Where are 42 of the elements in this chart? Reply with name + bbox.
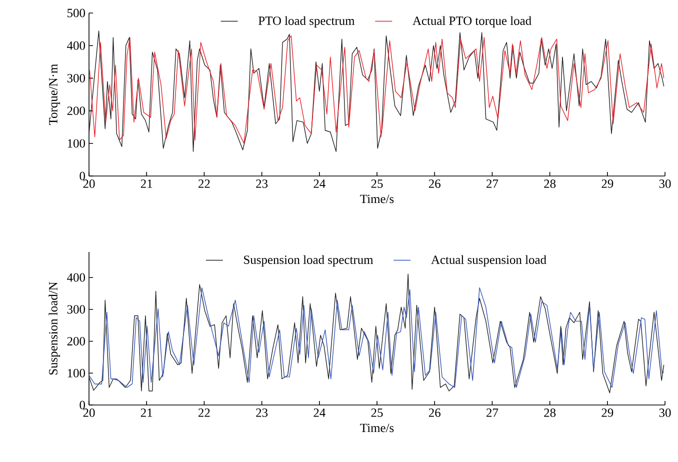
x-tick-label: 21 (140, 180, 152, 188)
x-tick-label: 28 (544, 180, 556, 188)
x-tick-label: 24 (314, 408, 326, 417)
y-tick-label: 400 (67, 41, 86, 50)
y-tick-label: 300 (67, 305, 86, 314)
x-tick-label: 28 (544, 408, 556, 417)
x-tick-label: 27 (486, 408, 498, 417)
x-tick-label: 30 (659, 180, 671, 188)
y-axis-title: Torque/N·m (49, 64, 60, 125)
legend-label: PTO load spectrum (258, 16, 355, 28)
y-tick-label: 200 (67, 106, 86, 116)
x-tick-label: 22 (198, 408, 210, 417)
x-axis-title: Time/s (360, 194, 394, 204)
x-tick-label: 29 (602, 408, 614, 417)
x-tick-label: 21 (140, 408, 152, 417)
y-axis-title: Suspension load/N (48, 282, 60, 375)
x-tick-label: 23 (256, 180, 268, 188)
x-tick-label: 26 (428, 408, 440, 417)
x-tick-label: 20 (83, 408, 95, 417)
x-tick-label: 23 (256, 408, 268, 417)
x-tick-label: 29 (602, 180, 614, 188)
x-tick-label: 24 (314, 180, 326, 188)
x-tick-label: 20 (83, 180, 95, 188)
y-tick-label: 500 (68, 8, 86, 18)
y-tick-label: 100 (68, 368, 86, 378)
line-series (89, 274, 664, 394)
y-tick-label: 300 (67, 74, 86, 82)
x-tick-label: 25 (371, 180, 383, 188)
legend-label: Actual PTO torque load (412, 16, 532, 28)
legend-label: Actual suspension load (431, 255, 546, 266)
y-tick-label: 400 (67, 273, 86, 282)
x-tick-label: 22 (198, 180, 210, 188)
y-tick-label: 100 (68, 139, 86, 148)
x-tick-label: 27 (486, 180, 498, 188)
x-axis-title: Time/s (360, 424, 394, 432)
legend-label: Suspension load spectrum (244, 255, 374, 266)
x-tick-label: 26 (428, 180, 440, 188)
y-tick-label: 200 (67, 337, 86, 346)
x-tick-label: 30 (659, 408, 671, 417)
y-tick-label: 0 (80, 400, 86, 410)
y-tick-label: 0 (80, 172, 86, 180)
x-tick-label: 25 (371, 408, 383, 417)
